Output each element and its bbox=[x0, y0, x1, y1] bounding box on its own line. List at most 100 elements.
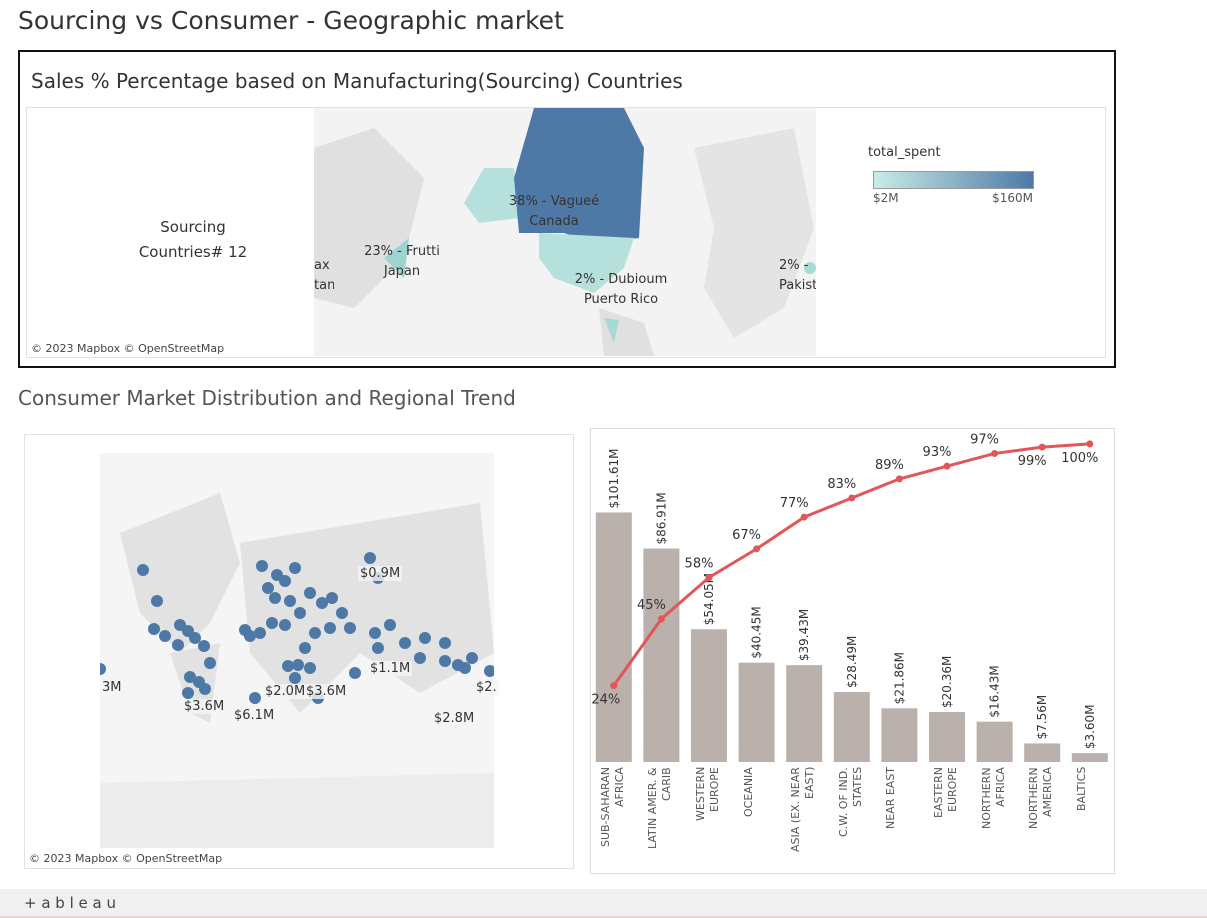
x-tick-label: SUB-SAHARAN AFRICA bbox=[598, 767, 626, 848]
x-tick-label: LATIN AMER. & CARIB bbox=[646, 767, 674, 849]
map-label-line: Puerto Rico bbox=[583, 292, 659, 307]
market-dot bbox=[284, 595, 296, 607]
market-dot bbox=[199, 683, 211, 695]
x-tick-label: C.W. OF IND. STATES bbox=[836, 767, 864, 837]
market-label: $2.0M bbox=[263, 684, 308, 699]
land-pakistan bbox=[804, 262, 816, 274]
market-dot bbox=[269, 592, 281, 604]
market-label: $0.9M bbox=[358, 566, 403, 581]
value-label: $28.49M bbox=[845, 636, 859, 688]
trend-point bbox=[895, 475, 903, 483]
x-tick-label: EASTERN EUROPE bbox=[932, 767, 959, 818]
map-frame bbox=[26, 107, 1106, 358]
map-label: 2% - Pakist bbox=[779, 256, 816, 296]
market-dot bbox=[384, 619, 396, 631]
dashboard-title: Sourcing vs Consumer - Geographic market bbox=[18, 6, 564, 35]
legend-title: total_spent bbox=[868, 145, 941, 160]
percent-label: 67% bbox=[732, 528, 761, 543]
market-dot bbox=[414, 652, 426, 664]
bar bbox=[738, 662, 775, 762]
map-label: 23% - Frutti Japan bbox=[352, 242, 452, 282]
consumer-map bbox=[100, 453, 494, 848]
market-dot bbox=[369, 627, 381, 639]
map-label-line: 2% - Dubioum bbox=[574, 272, 668, 287]
value-label: $40.45M bbox=[750, 606, 764, 658]
legend-ramp bbox=[873, 171, 1034, 189]
brand: + a b l e a u bbox=[24, 894, 116, 912]
percent-label: 77% bbox=[780, 496, 809, 511]
market-dot bbox=[289, 672, 301, 684]
section-title: Consumer Market Distribution and Regiona… bbox=[18, 386, 516, 410]
market-dot bbox=[336, 607, 348, 619]
market-dot bbox=[439, 655, 451, 667]
percent-label: 97% bbox=[970, 432, 999, 447]
market-dot bbox=[304, 587, 316, 599]
bar bbox=[881, 708, 918, 762]
x-tick-label: NORTHERN AFRICA bbox=[979, 767, 1007, 829]
trend-point bbox=[1038, 443, 1046, 451]
market-dot bbox=[239, 624, 251, 636]
market-dot bbox=[204, 657, 216, 669]
consumer-panel bbox=[24, 434, 574, 869]
land-japan bbox=[384, 238, 409, 278]
x-tick-label: NORTHERN AMERICA bbox=[1027, 767, 1055, 829]
bar bbox=[786, 665, 823, 762]
chart-frame bbox=[590, 428, 1115, 874]
map-label-line: Canada bbox=[529, 214, 579, 229]
market-dot bbox=[184, 671, 196, 683]
count-line: Sourcing bbox=[160, 218, 226, 236]
percent-label: 89% bbox=[875, 458, 904, 473]
market-dot bbox=[148, 623, 160, 635]
trend-point bbox=[848, 494, 856, 502]
market-dot bbox=[249, 692, 261, 704]
footer bbox=[0, 889, 1207, 918]
percent-label: 45% bbox=[637, 598, 666, 613]
market-dot bbox=[399, 637, 411, 649]
market-dot bbox=[266, 617, 278, 629]
market-dot bbox=[151, 595, 163, 607]
market-label: $2.8M bbox=[432, 711, 477, 726]
land-peru bbox=[604, 318, 619, 343]
market-dot bbox=[172, 639, 184, 651]
value-label: $101.61M bbox=[607, 448, 621, 508]
percent-label: 58% bbox=[685, 557, 714, 572]
bar bbox=[1071, 753, 1108, 762]
market-dot bbox=[466, 652, 478, 664]
percent-label: 83% bbox=[827, 477, 856, 492]
map-label-line: ax bbox=[314, 258, 330, 273]
count-label: Sourcing Countries# 12 bbox=[125, 215, 261, 265]
market-label: 3M bbox=[100, 680, 124, 695]
value-label: $86.91M bbox=[654, 492, 668, 544]
value-label: $20.36M bbox=[940, 656, 954, 708]
x-tick-label: BALTICS bbox=[1074, 767, 1088, 812]
market-label: $3.6M bbox=[182, 699, 227, 714]
trend-point bbox=[800, 513, 808, 521]
value-label: $21.86M bbox=[892, 652, 906, 704]
market-dot bbox=[326, 592, 338, 604]
percent-label: 24% bbox=[591, 693, 620, 708]
market-dot bbox=[349, 667, 361, 679]
map-label: 2% - Dubioum Puerto Rico bbox=[566, 270, 676, 310]
market-dot bbox=[304, 662, 316, 674]
market-dot bbox=[299, 642, 311, 654]
market-dot bbox=[484, 665, 494, 677]
market-dot bbox=[137, 564, 149, 576]
attribution: © 2023 Mapbox © OpenStreetMap bbox=[29, 852, 223, 865]
land bbox=[240, 503, 494, 713]
market-dot bbox=[344, 622, 356, 634]
market-dot bbox=[159, 630, 171, 642]
map-label-line: Japan bbox=[383, 264, 421, 279]
market-dot bbox=[262, 582, 274, 594]
bar bbox=[1024, 743, 1061, 762]
land bbox=[100, 773, 494, 848]
x-tick-label: NEAR EAST bbox=[884, 767, 898, 830]
x-tick-label: WESTERN EUROPE bbox=[694, 767, 721, 822]
map-label-line: Pakist bbox=[779, 278, 816, 293]
value-label: $7.56M bbox=[1035, 695, 1049, 740]
market-label: $2. bbox=[474, 680, 499, 695]
market-dot bbox=[459, 662, 471, 674]
legend-min: $2M bbox=[873, 191, 899, 205]
value-label: $39.43M bbox=[797, 609, 811, 661]
market-dot bbox=[364, 552, 376, 564]
